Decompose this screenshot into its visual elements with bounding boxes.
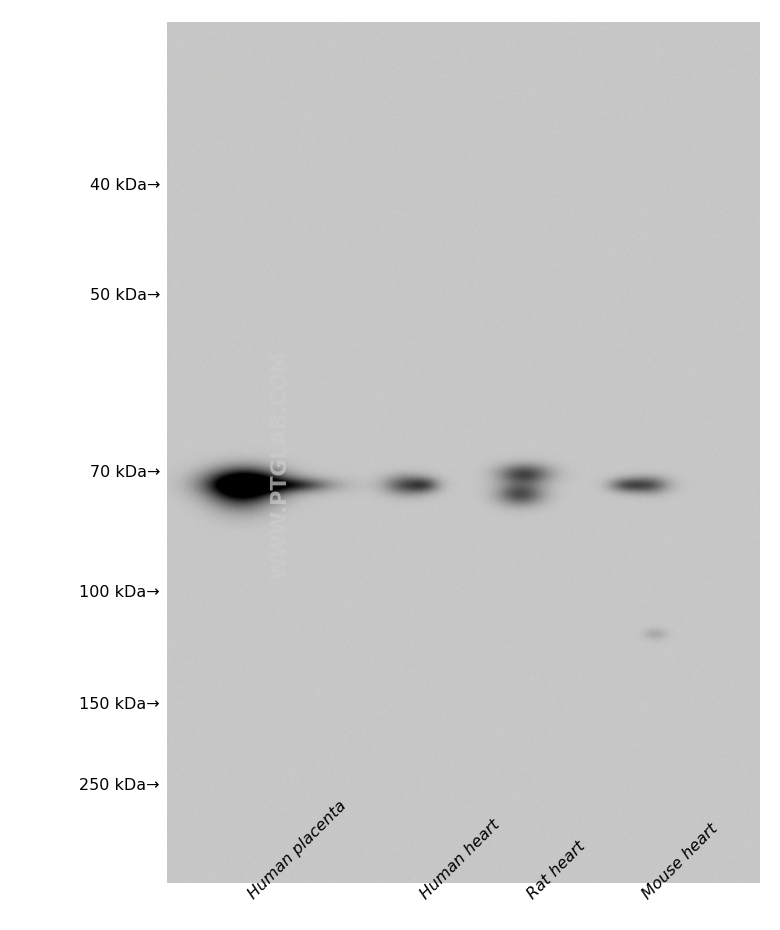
Text: WWW.PTGLAB.COM: WWW.PTGLAB.COM (271, 351, 291, 579)
Text: Rat heart: Rat heart (524, 839, 587, 902)
Text: 70 kDa→: 70 kDa→ (90, 465, 160, 480)
Text: 150 kDa→: 150 kDa→ (80, 697, 160, 711)
Text: 40 kDa→: 40 kDa→ (90, 179, 160, 193)
Text: 100 kDa→: 100 kDa→ (80, 585, 160, 600)
Text: Human placenta: Human placenta (246, 798, 349, 902)
Text: 250 kDa→: 250 kDa→ (80, 778, 160, 793)
Text: Mouse heart: Mouse heart (640, 821, 721, 902)
Text: Human heart: Human heart (417, 817, 502, 902)
Text: 50 kDa→: 50 kDa→ (90, 288, 160, 303)
